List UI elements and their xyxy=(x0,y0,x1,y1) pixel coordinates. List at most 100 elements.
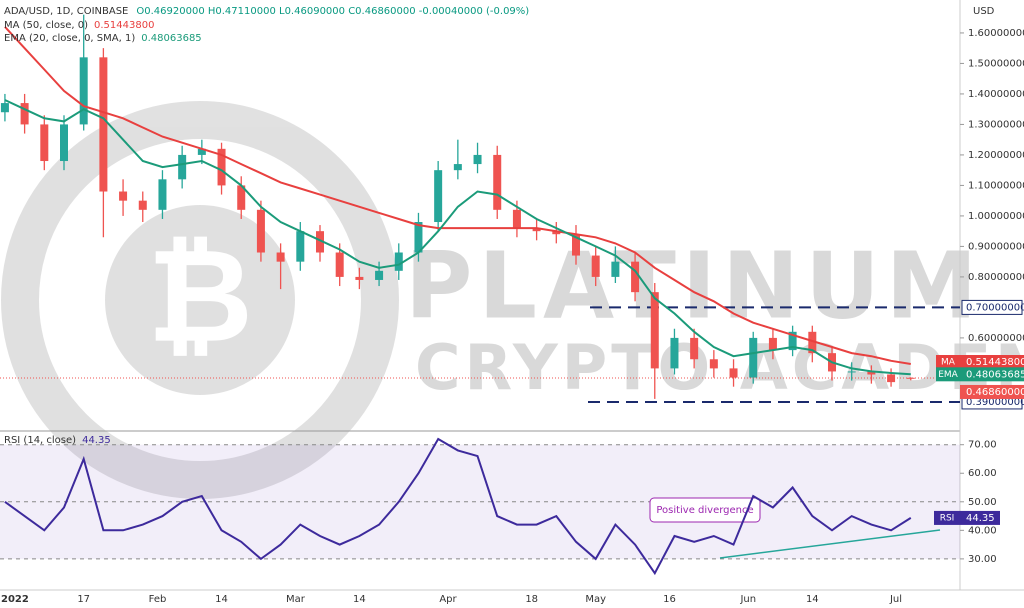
x-tick-label: May xyxy=(585,594,606,605)
price-tag-name-box xyxy=(934,510,960,525)
candle-body xyxy=(690,337,699,360)
y-tick-label: 1.50000000 xyxy=(968,58,1024,69)
watermark-ring xyxy=(1,101,399,499)
symbol: ADA/USD, 1D, COINBASE xyxy=(4,6,128,17)
candle-body xyxy=(532,228,541,232)
axis-unit: USD xyxy=(973,6,995,17)
x-tick-label: Mar xyxy=(286,594,306,605)
candle-body xyxy=(847,371,856,373)
x-tick-label: 17 xyxy=(77,594,90,605)
legend-label: EMA (20, close, 0, SMA, 1) xyxy=(4,33,135,44)
y-tick-label: 50.00 xyxy=(968,497,997,508)
level-label: 0.70000000 xyxy=(966,302,1024,313)
legend-value: 0.51443800 xyxy=(94,20,154,31)
level-label-box xyxy=(961,299,1023,315)
trend-line xyxy=(719,529,941,559)
candle-body xyxy=(197,148,206,155)
candle-body xyxy=(572,234,580,256)
y-tick-label: 1.10000000 xyxy=(968,180,1024,191)
price-tag-box xyxy=(960,367,1024,382)
annotation-box xyxy=(649,497,761,523)
candle-body xyxy=(119,191,128,201)
price-tag: 0.51443800 xyxy=(966,357,1024,368)
candle-body xyxy=(867,371,876,375)
x-tick-label: 14 xyxy=(215,594,228,605)
candle-body xyxy=(611,261,620,277)
candle-body xyxy=(631,261,640,293)
candle-body xyxy=(512,209,521,229)
candle-body xyxy=(316,231,324,253)
x-tick-label: Apr xyxy=(439,594,457,605)
y-tick-label: 1.20000000 xyxy=(968,150,1024,161)
price-tag-box xyxy=(960,355,1024,370)
annotation: Positive divergence xyxy=(656,505,753,516)
candle-body xyxy=(99,57,108,192)
price-tag-name-box xyxy=(936,367,960,382)
x-tick-label: Jun xyxy=(739,594,756,605)
level-label: 0.39000000 xyxy=(966,397,1024,408)
candle-body xyxy=(434,170,443,223)
candle-body xyxy=(808,331,817,354)
candle-body xyxy=(60,124,68,162)
candle-body xyxy=(414,222,423,253)
candle-body xyxy=(375,270,384,280)
x-tick-label: 14 xyxy=(353,594,366,605)
y-tick-label: 0.60000000 xyxy=(968,333,1024,344)
price-tag-name: EMA xyxy=(938,370,958,380)
candle-body xyxy=(493,154,502,210)
candle-body xyxy=(591,255,600,277)
legend-value: 0.48063685 xyxy=(141,33,201,44)
candle-body xyxy=(453,164,462,171)
x-tick-label: 2022 xyxy=(1,594,29,605)
indicator-line xyxy=(4,99,911,376)
y-tick-label: 1.00000000 xyxy=(968,211,1024,222)
ohlc: O0.46920000 H0.47110000 L0.46090000 C0.4… xyxy=(136,6,529,17)
x-tick-label: Jul xyxy=(889,594,902,605)
candle-body xyxy=(178,154,187,180)
price-tag: 0.48063685 xyxy=(966,369,1024,380)
legend-value: 44.35 xyxy=(82,435,111,446)
y-tick-label: 60.00 xyxy=(968,468,997,479)
candle-body xyxy=(40,124,49,162)
y-tick-label: 30.00 xyxy=(968,554,997,565)
watermark-text: PLATINUM xyxy=(405,232,983,339)
candle-body xyxy=(709,359,718,369)
candle-body xyxy=(788,331,797,351)
y-tick-label: 1.40000000 xyxy=(968,89,1024,100)
indicator-legend: MA (50, close, 0) 0.51443800 xyxy=(4,20,154,31)
indicator-line xyxy=(4,26,911,365)
candle-body xyxy=(276,252,285,262)
candle-body xyxy=(906,377,915,379)
candle-body xyxy=(20,103,29,125)
header: ADA/USD, 1D, COINBASE O0.46920000 H0.4711… xyxy=(4,6,529,17)
candle-body xyxy=(670,337,679,369)
candle-body xyxy=(217,148,226,186)
candle-body xyxy=(138,200,147,210)
candle-body xyxy=(729,368,738,378)
y-tick-label: 1.30000000 xyxy=(968,119,1024,130)
y-tick-label: 1.60000000 xyxy=(968,28,1024,39)
price-tag-name: RSI xyxy=(940,513,955,523)
candle-body xyxy=(768,337,777,351)
candle-body xyxy=(355,276,364,280)
candle-body xyxy=(473,154,482,165)
price-tag-name: MA xyxy=(941,358,956,368)
candle-body xyxy=(335,252,344,277)
y-tick-label: 70.00 xyxy=(968,440,997,451)
candle-body xyxy=(256,209,265,253)
price-tag-box xyxy=(960,384,1024,399)
candle-body xyxy=(237,185,246,210)
candle-body xyxy=(296,231,305,262)
candle-body xyxy=(79,57,88,125)
candle-body xyxy=(650,292,659,369)
price-tag: 0.46860000 xyxy=(966,387,1024,398)
legend-label: MA (50, close, 0) xyxy=(4,20,88,31)
y-tick-label: 0.90000000 xyxy=(968,241,1024,252)
watermark-logo: ₿ xyxy=(147,220,253,372)
price-tag: 44.35 xyxy=(966,513,995,524)
watermark-text: CRYPTO ACADEMY xyxy=(415,331,1024,404)
x-tick-label: Feb xyxy=(149,594,167,605)
legend-label: RSI (14, close) xyxy=(4,435,76,446)
